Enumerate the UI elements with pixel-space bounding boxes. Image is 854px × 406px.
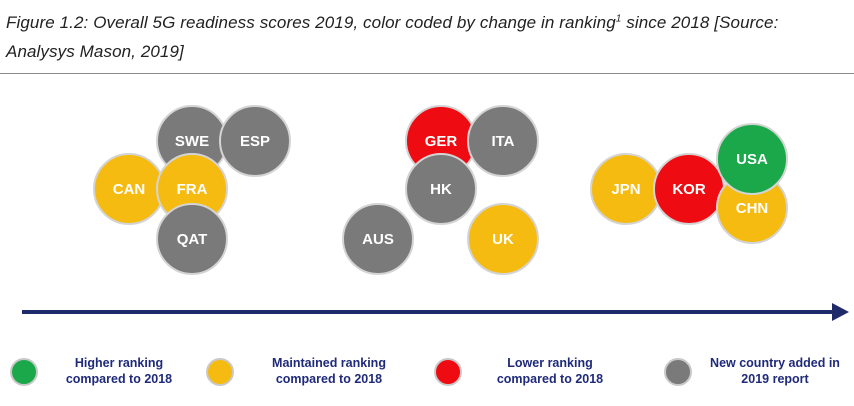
bubble-aus	[342, 203, 414, 275]
bubble-label-ita: ITA	[491, 133, 514, 150]
caption-text-tail: since 2018 [Source:	[621, 13, 779, 32]
caption-divider	[0, 73, 854, 74]
caption-line-2: Analysys Mason, 2019]	[6, 42, 184, 61]
axis-arrow-head	[832, 303, 849, 321]
figure-caption: Figure 1.2: Overall 5G readiness scores …	[6, 8, 848, 66]
caption-text: Figure 1.2: Overall 5G readiness scores …	[6, 13, 616, 32]
bubble-label-chn: CHN	[736, 200, 769, 217]
legend-swatch-higher	[10, 358, 38, 386]
bubble-esp	[219, 105, 291, 177]
bubble-ita	[467, 105, 539, 177]
bubble-label-ger: GER	[425, 133, 458, 150]
legend: Higher ranking compared to 2018 Maintained…	[0, 350, 854, 400]
bubble-label-hk: HK	[430, 181, 452, 198]
bubble-label-swe: SWE	[175, 133, 209, 150]
bubble-label-usa: USA	[736, 151, 768, 168]
bubble-label-kor: KOR	[672, 181, 706, 198]
legend-swatch-maintained	[206, 358, 234, 386]
bubble-label-can: CAN	[113, 181, 146, 198]
bubble-label-jpn: JPN	[611, 181, 640, 198]
cluster-1: SWE ESP CAN FRA QAT	[93, 105, 291, 275]
bubble-uk	[467, 203, 539, 275]
legend-swatch-new	[664, 358, 692, 386]
legend-label-new: New country added in 2019 report	[710, 356, 840, 386]
bubble-label-fra: FRA	[177, 181, 208, 198]
caption-footnote-marker: 1	[615, 13, 622, 25]
bubble-label-qat: QAT	[177, 231, 208, 248]
bubble-label-uk: UK	[492, 231, 514, 248]
bubble-usa	[716, 123, 788, 195]
readiness-bubble-chart: SWE ESP CAN FRA QAT GER ITA HK AUS UK JPN KOR CHN USA	[22, 105, 849, 321]
legend-label-maintained: Maintained ranking compared to 2018	[272, 356, 386, 386]
bubble-qat	[156, 203, 228, 275]
legend-label-lower: Lower ranking compared to 2018	[496, 356, 604, 386]
bubble-hk	[405, 153, 477, 225]
legend-swatch-lower	[434, 358, 462, 386]
cluster-3: JPN KOR CHN USA	[590, 123, 788, 244]
bubble-label-aus: AUS	[362, 231, 394, 248]
bubble-label-esp: ESP	[240, 133, 270, 150]
cluster-2: GER ITA HK AUS UK	[342, 105, 539, 275]
legend-label-higher: Higher ranking compared to 2018	[65, 356, 173, 386]
caption-line-1: Figure 1.2: Overall 5G readiness scores …	[6, 8, 848, 37]
